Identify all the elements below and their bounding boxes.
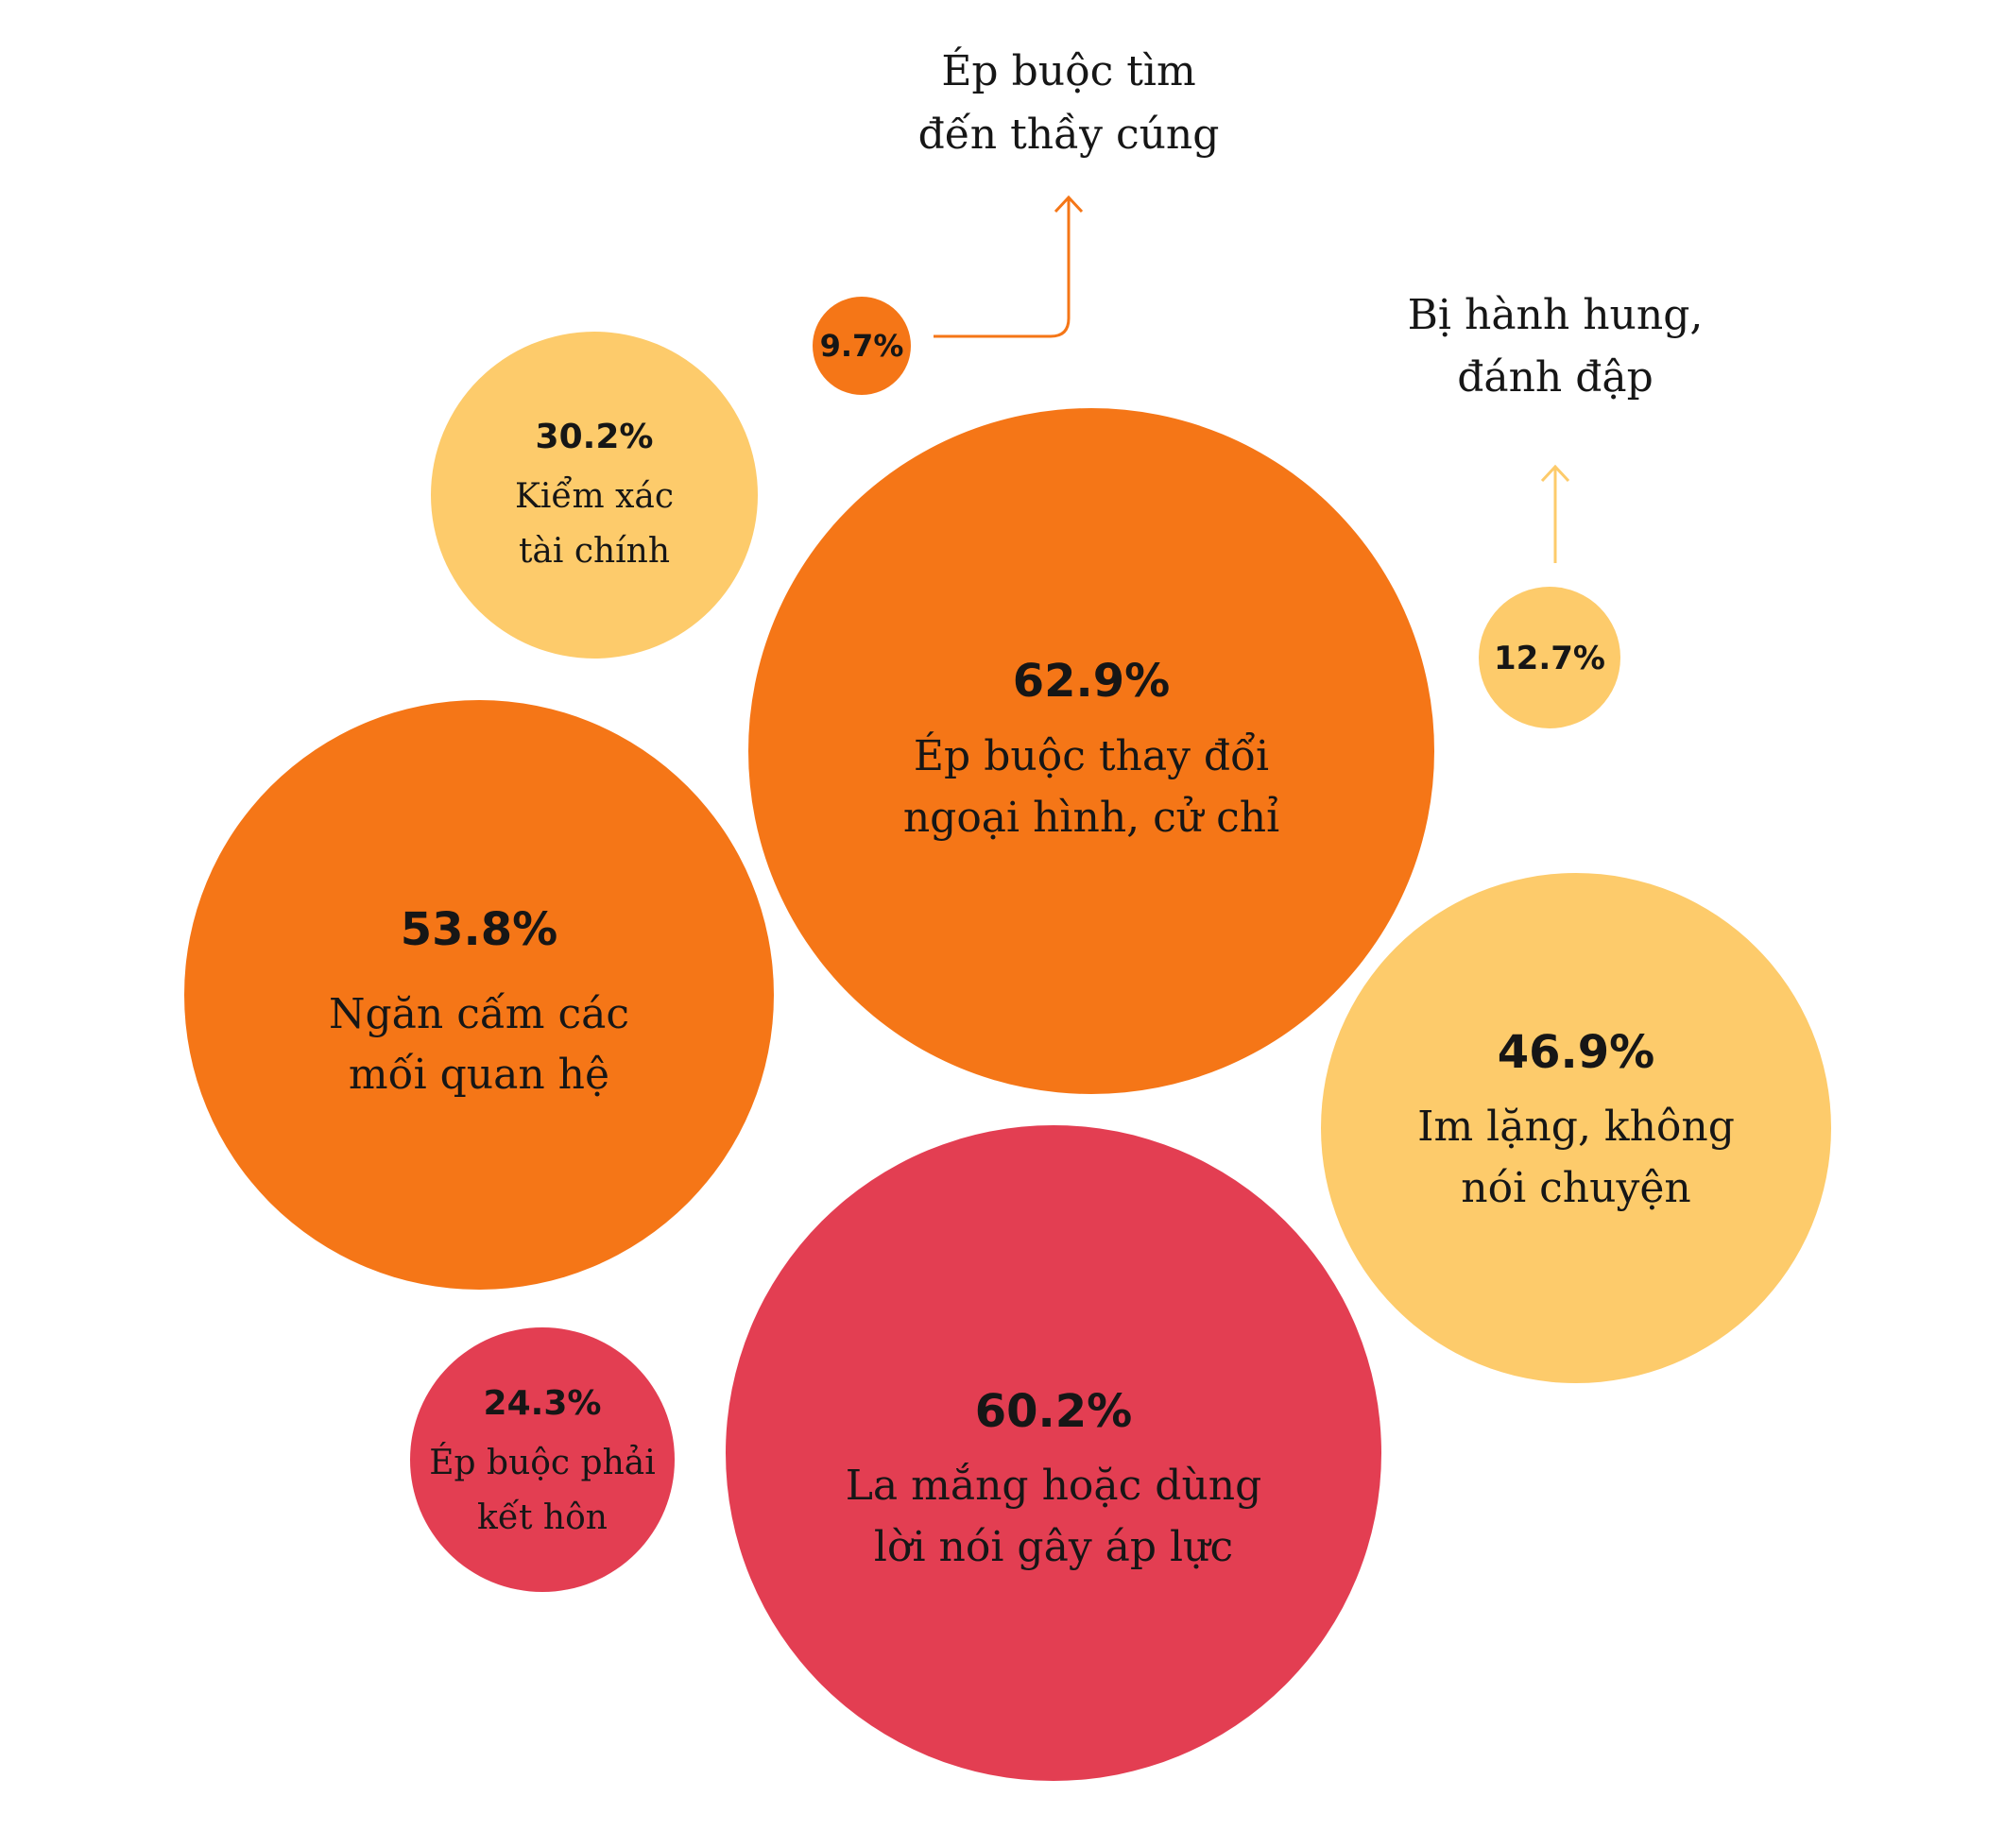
bubble-circle xyxy=(813,297,911,395)
arrow-head-icon xyxy=(1540,464,1570,483)
bubble-label-line-2: lời nói gây áp lực xyxy=(874,1523,1233,1571)
bubble-thay-doi-ngoai-hinh: 62.9% Ép buộc thay đổi ngoại hình, cử ch… xyxy=(748,408,1434,1094)
bubble-circle xyxy=(726,1125,1381,1781)
bubble-label-line-1: Im lặng, không xyxy=(1417,1103,1735,1151)
bubble-label-line-2: ngoại hình, cử chỉ xyxy=(903,794,1279,842)
bubble-circle xyxy=(748,408,1434,1094)
bubble-value: 60.2% xyxy=(975,1385,1133,1438)
bubble-value: 62.9% xyxy=(1013,655,1171,708)
bubble-value: 9.7% xyxy=(820,328,904,364)
bubble-circle xyxy=(410,1327,675,1592)
bubble-hanh-hung: 12.7% Bị hành hung, đánh đập xyxy=(1408,291,1704,728)
bubble-label-line-1: Ép buộc thay đổi xyxy=(914,730,1269,780)
bubble-circle xyxy=(1479,587,1620,728)
bubble-circle xyxy=(431,332,758,659)
bubble-label-line-2: đánh đập xyxy=(1457,353,1654,402)
bubble-value: 46.9% xyxy=(1498,1026,1655,1079)
bubble-label-line-1: Bị hành hung, xyxy=(1408,291,1704,339)
bubble-ngan-cam: 53.8% Ngăn cấm các mối quan hệ xyxy=(184,700,774,1290)
bubble-label-line-2: tài chính xyxy=(519,532,670,571)
bubble-label-line-1: Ép buộc phải xyxy=(429,1443,655,1482)
bubble-label-line-2: kết hôn xyxy=(477,1498,608,1537)
bubble-circle xyxy=(184,700,774,1290)
bubble-thay-cung: 9.7% Ép buộc tìm đến thầy cúng xyxy=(813,45,1219,395)
bubble-label-line-1: Kiểm xác xyxy=(515,476,674,516)
bubble-label-line-2: đến thầy cúng xyxy=(918,111,1220,159)
bubble-label-line-1: Ngăn cấm các xyxy=(329,990,629,1038)
bubble-im-lang: 46.9% Im lặng, không nói chuyện xyxy=(1321,873,1831,1383)
bubble-value: 24.3% xyxy=(484,1384,602,1423)
bubble-value: 30.2% xyxy=(536,418,654,456)
bubble-ket-hon: 24.3% Ép buộc phải kết hôn xyxy=(410,1327,675,1592)
bubble-label-line-1: Ép buộc tìm xyxy=(941,45,1195,95)
arrow-up-icon xyxy=(934,197,1071,338)
bubble-circle xyxy=(1321,873,1831,1383)
bubble-label-line-1: La mắng hoặc dùng xyxy=(846,1462,1262,1510)
bubble-la-mang: 60.2% La mắng hoặc dùng lời nói gây áp l… xyxy=(726,1125,1381,1781)
bubble-label-line-2: nói chuyện xyxy=(1461,1164,1690,1212)
bubble-value: 12.7% xyxy=(1494,640,1605,677)
bubble-value: 53.8% xyxy=(401,903,558,956)
bubble-label-line-2: mối quan hệ xyxy=(349,1051,609,1099)
bubble-kiem-xac: 30.2% Kiểm xác tài chính xyxy=(431,332,758,659)
arrow-head-icon xyxy=(1054,195,1084,214)
